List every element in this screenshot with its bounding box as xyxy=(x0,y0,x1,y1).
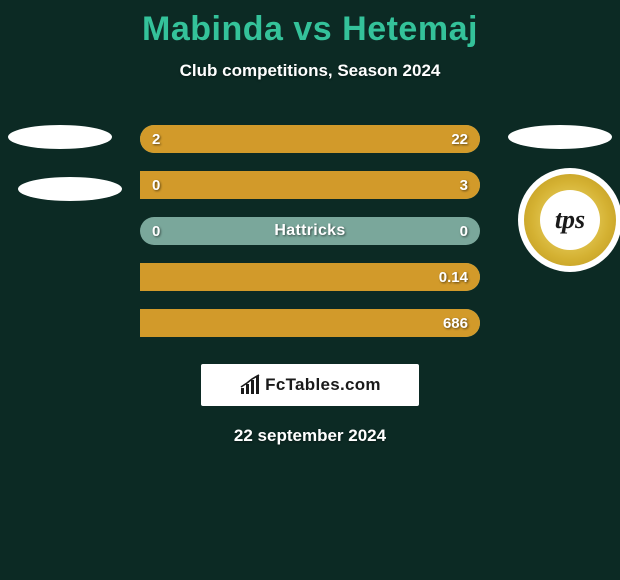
date-label: 22 september 2024 xyxy=(0,426,620,446)
stat-bar-goals: 0 Goals 3 xyxy=(140,171,480,199)
stat-value-right: 3 xyxy=(460,177,468,194)
stat-row: Min per goal 686 xyxy=(0,300,620,346)
stat-fill-right xyxy=(167,125,480,153)
stat-bar-mpg: Min per goal 686 xyxy=(140,309,480,337)
bar-chart-icon xyxy=(239,374,261,396)
stat-fill-right xyxy=(140,171,480,199)
stat-value-right: 686 xyxy=(443,315,468,332)
stat-value-right: 22 xyxy=(451,131,468,148)
stat-label: Hattricks xyxy=(274,222,345,240)
stat-value-left: 0 xyxy=(152,177,160,194)
stat-row: Goals per match 0.14 xyxy=(0,254,620,300)
stat-value-left: 2 xyxy=(152,131,160,148)
stat-row: 0 Goals 3 xyxy=(0,162,620,208)
stat-row: 0 Hattricks 0 xyxy=(0,208,620,254)
stat-row: 2 Matches 22 xyxy=(0,116,620,162)
stat-bar-matches: 2 Matches 22 xyxy=(140,125,480,153)
stat-fill-right xyxy=(140,309,480,337)
stat-value-right: 0 xyxy=(460,223,468,240)
page-title: Mabinda vs Hetemaj xyxy=(0,0,620,49)
subtitle: Club competitions, Season 2024 xyxy=(0,61,620,81)
stat-bar-hattricks: 0 Hattricks 0 xyxy=(140,217,480,245)
stat-value-left: 0 xyxy=(152,223,160,240)
stat-fill-right xyxy=(140,263,480,291)
fctables-logo[interactable]: FcTables.com xyxy=(201,364,419,406)
stats-block: 2 Matches 22 0 Goals 3 0 Hattricks 0 xyxy=(0,116,620,346)
fctables-logo-text: FcTables.com xyxy=(265,375,381,395)
container: Mabinda vs Hetemaj Club competitions, Se… xyxy=(0,0,620,580)
stat-bar-gpm: Goals per match 0.14 xyxy=(140,263,480,291)
stat-value-right: 0.14 xyxy=(439,269,468,286)
